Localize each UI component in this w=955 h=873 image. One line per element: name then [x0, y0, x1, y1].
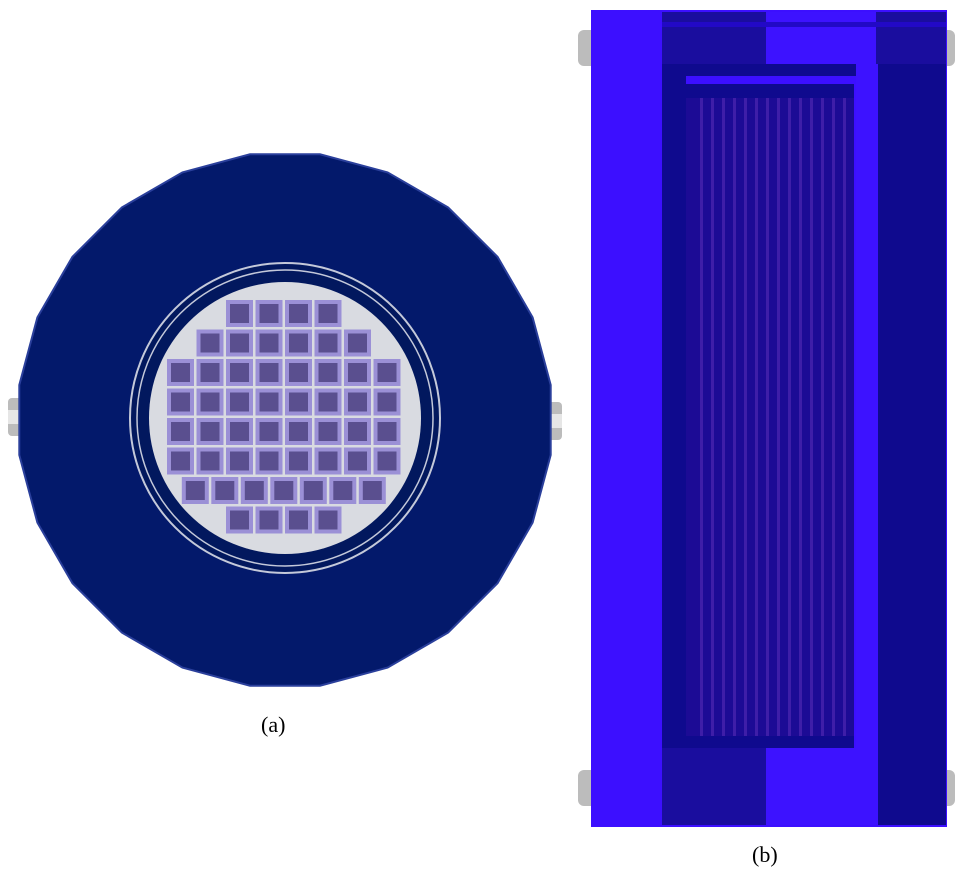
- fuel-assembly-core: [185, 481, 205, 500]
- panel-b-side-section: [578, 10, 955, 827]
- fuel-rod-stripe: [744, 98, 747, 736]
- fuel-assembly-core: [244, 481, 264, 500]
- fuel-assembly-core: [171, 363, 190, 382]
- fuel-rod-stripe: [810, 98, 813, 736]
- fuel-assembly-core: [318, 510, 338, 530]
- fuel-rod-stripe: [843, 98, 846, 736]
- fuel-assembly-core: [259, 451, 279, 471]
- fuel-assembly-core: [230, 333, 249, 353]
- dark-band-right: [878, 12, 946, 825]
- fuel-assembly-core: [348, 333, 367, 353]
- fuel-assembly-core: [215, 481, 235, 500]
- fuel-assembly-core: [289, 451, 308, 471]
- fuel-assembly-core: [377, 451, 397, 471]
- core-top-band: [686, 84, 854, 98]
- fuel-assembly-core: [230, 363, 249, 382]
- fuel-assembly-core: [259, 392, 279, 412]
- fuel-assembly-core: [259, 333, 279, 353]
- fuel-assembly-core: [333, 481, 353, 500]
- fuel-assembly-core: [289, 392, 308, 412]
- fuel-rod-stripe: [700, 98, 703, 736]
- fuel-assembly-core: [289, 363, 308, 382]
- fuel-assembly-core: [318, 333, 338, 353]
- fuel-rod-stripe: [722, 98, 725, 736]
- fuel-assembly-core: [171, 422, 190, 441]
- fuel-assembly-core: [303, 481, 323, 500]
- fuel-assembly-core: [348, 451, 367, 471]
- fuel-assembly-core: [318, 363, 338, 382]
- dark-band-left: [662, 12, 686, 825]
- fuel-assembly-core: [230, 422, 249, 441]
- fuel-assembly-core: [259, 510, 279, 530]
- fuel-assembly-core: [200, 422, 220, 441]
- fuel-assembly-core: [200, 363, 220, 382]
- fuel-rod-stripes: [700, 98, 846, 736]
- fuel-assembly-core: [230, 392, 249, 412]
- fuel-assembly-core: [289, 333, 308, 353]
- fuel-assembly-core: [200, 392, 220, 412]
- fuel-assembly-core: [171, 392, 190, 412]
- fuel-rod-stripe: [821, 98, 824, 736]
- fuel-assembly-core: [318, 451, 338, 471]
- fuel-assembly-core: [289, 422, 308, 441]
- fuel-assembly-core: [377, 422, 397, 441]
- fuel-rod-stripe: [799, 98, 802, 736]
- fuel-assembly-core: [289, 304, 308, 323]
- upper-head-line: [662, 22, 946, 27]
- fuel-assembly-core: [318, 422, 338, 441]
- fuel-assembly-core: [377, 363, 397, 382]
- upper-lid: [683, 64, 869, 76]
- fuel-assembly-core: [348, 422, 367, 441]
- fuel-assembly-core: [230, 304, 249, 323]
- barrel-inner-line: [136, 269, 434, 567]
- fuel-assembly-core: [171, 451, 190, 471]
- barrel-outer-line: [129, 262, 441, 574]
- fuel-rod-stripe: [766, 98, 769, 736]
- fuel-assembly-core: [289, 510, 308, 530]
- fuel-rod-stripe: [777, 98, 780, 736]
- core-bottom-band: [686, 736, 854, 748]
- fuel-rod-stripe: [832, 98, 835, 736]
- fuel-assembly-core: [377, 392, 397, 412]
- fuel-assembly-core: [318, 392, 338, 412]
- fuel-assembly-core: [230, 510, 249, 530]
- fuel-rod-stripe: [755, 98, 758, 736]
- fuel-rod-stripe: [711, 98, 714, 736]
- fuel-assembly-core: [259, 363, 279, 382]
- fuel-rod-stripe: [788, 98, 791, 736]
- fuel-assembly-core: [230, 451, 249, 471]
- panel-a-cross-section: [8, 153, 562, 687]
- fuel-assembly-core: [200, 451, 220, 471]
- fuel-assembly-core: [348, 392, 367, 412]
- fuel-assembly-core: [259, 422, 279, 441]
- fuel-rod-stripe: [733, 98, 736, 736]
- fuel-assembly-core: [274, 481, 294, 500]
- barrel-bright-column: [856, 64, 878, 824]
- lower-plenum-bright: [766, 748, 876, 825]
- fuel-assembly-core: [259, 304, 279, 323]
- panel-a-caption: (a): [261, 712, 286, 737]
- fuel-assembly-core: [200, 333, 220, 353]
- upper-plenum-bright: [766, 12, 876, 64]
- panel-b-caption: (b): [752, 842, 778, 867]
- fuel-assembly-core: [362, 481, 382, 500]
- fuel-assembly-core: [348, 363, 367, 382]
- fuel-assembly-core: [318, 304, 338, 323]
- fuel-assembly-grid: [167, 300, 401, 534]
